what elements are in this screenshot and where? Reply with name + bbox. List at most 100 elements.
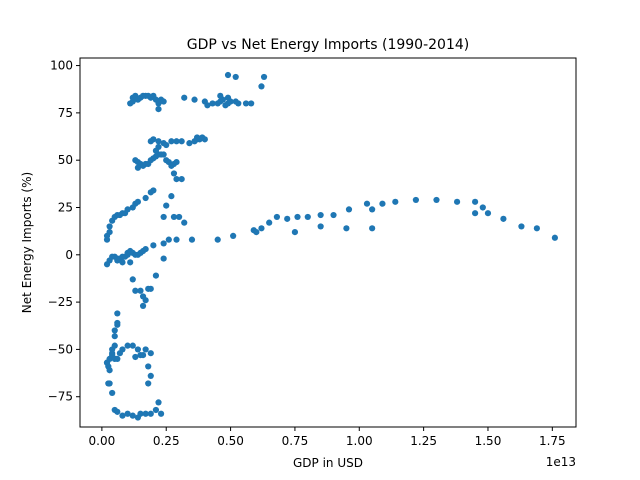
data-point — [155, 138, 162, 145]
data-point — [173, 176, 180, 183]
data-point — [163, 141, 170, 149]
x-tick-label: 1.50 — [475, 434, 502, 448]
x-tick-label: 0.50 — [217, 434, 244, 448]
data-point — [114, 408, 121, 415]
data-point — [139, 351, 147, 359]
data-point — [142, 194, 149, 202]
x-tick-label: 0.00 — [89, 434, 116, 448]
data-point — [194, 134, 201, 141]
data-point — [106, 228, 113, 236]
y-tick-label: −75 — [48, 390, 73, 404]
data-point — [433, 196, 440, 204]
data-point — [111, 333, 118, 340]
data-point — [137, 287, 144, 294]
data-point — [176, 213, 183, 221]
data-point — [114, 355, 121, 362]
data-point — [134, 198, 142, 205]
data-point — [224, 71, 232, 79]
data-point — [119, 259, 126, 266]
data-point — [273, 213, 281, 221]
data-point — [178, 138, 185, 145]
x-axis-ticks: 0.00 0.25 0.50 0.75 1.00 1.25 1.50 1.75 — [89, 427, 566, 448]
data-point — [248, 100, 255, 107]
data-point — [330, 211, 337, 219]
data-point — [111, 327, 118, 334]
data-point — [230, 232, 237, 239]
data-point — [186, 140, 193, 147]
data-point — [317, 223, 324, 230]
data-point — [201, 136, 208, 143]
chart-title: GDP vs Net Energy Imports (1990-2014) — [187, 37, 469, 53]
data-point — [119, 346, 126, 353]
data-point — [260, 73, 268, 81]
x-tick-label: 1.75 — [539, 434, 566, 448]
data-point — [453, 198, 461, 205]
data-point — [114, 310, 121, 317]
x-axis-offset-label: 1e13 — [546, 455, 576, 469]
data-point — [518, 223, 525, 230]
data-point — [472, 198, 479, 205]
data-point — [188, 236, 196, 243]
data-point — [129, 342, 136, 349]
y-axis-label: Net Energy Imports (%) — [20, 172, 34, 313]
data-point — [142, 246, 149, 253]
data-point — [232, 73, 239, 81]
data-point — [165, 236, 172, 243]
data-point — [142, 297, 149, 304]
data-point — [168, 193, 175, 200]
y-axis-ticks: −75 −50 −25 0 25 50 75 100 — [48, 59, 80, 404]
data-point — [114, 319, 121, 327]
data-point — [157, 410, 165, 417]
data-point — [119, 412, 126, 419]
data-point — [214, 236, 221, 243]
data-points — [103, 71, 558, 421]
data-point — [173, 158, 180, 166]
data-point — [160, 98, 167, 105]
data-point — [500, 215, 507, 222]
data-point — [147, 285, 154, 292]
data-point — [129, 412, 136, 419]
data-point — [155, 105, 162, 113]
data-point — [145, 380, 152, 387]
data-point — [412, 196, 419, 204]
data-point — [109, 389, 116, 397]
data-point — [345, 206, 353, 213]
data-point — [129, 276, 136, 283]
data-point — [147, 350, 154, 357]
data-point — [160, 240, 167, 247]
data-point — [304, 213, 311, 221]
data-point — [291, 228, 299, 236]
y-tick-label: 0 — [65, 248, 73, 262]
data-point — [217, 92, 224, 99]
data-point — [258, 83, 265, 90]
data-point — [134, 164, 142, 171]
data-point — [163, 202, 170, 209]
data-point — [392, 198, 399, 205]
data-point — [139, 302, 147, 309]
data-point — [181, 94, 188, 101]
data-point — [369, 225, 376, 232]
plot-frame — [79, 57, 577, 428]
data-point — [253, 228, 260, 236]
data-point — [155, 399, 162, 406]
x-axis-label: GDP in USD — [293, 456, 363, 470]
data-point — [160, 213, 167, 221]
data-point — [114, 257, 121, 264]
data-point — [147, 410, 154, 417]
data-point — [124, 342, 131, 349]
data-point — [168, 138, 175, 145]
data-point — [150, 136, 157, 143]
data-point — [111, 342, 118, 349]
data-point — [170, 170, 178, 177]
data-point — [150, 187, 157, 194]
data-point — [142, 346, 149, 353]
data-point — [191, 96, 198, 103]
data-point — [152, 406, 160, 414]
y-tick-label: 50 — [58, 153, 73, 167]
data-point — [147, 372, 154, 380]
data-point — [160, 151, 167, 158]
data-point — [317, 211, 324, 219]
y-tick-label: −25 — [48, 295, 73, 309]
x-tick-label: 0.75 — [282, 434, 309, 448]
